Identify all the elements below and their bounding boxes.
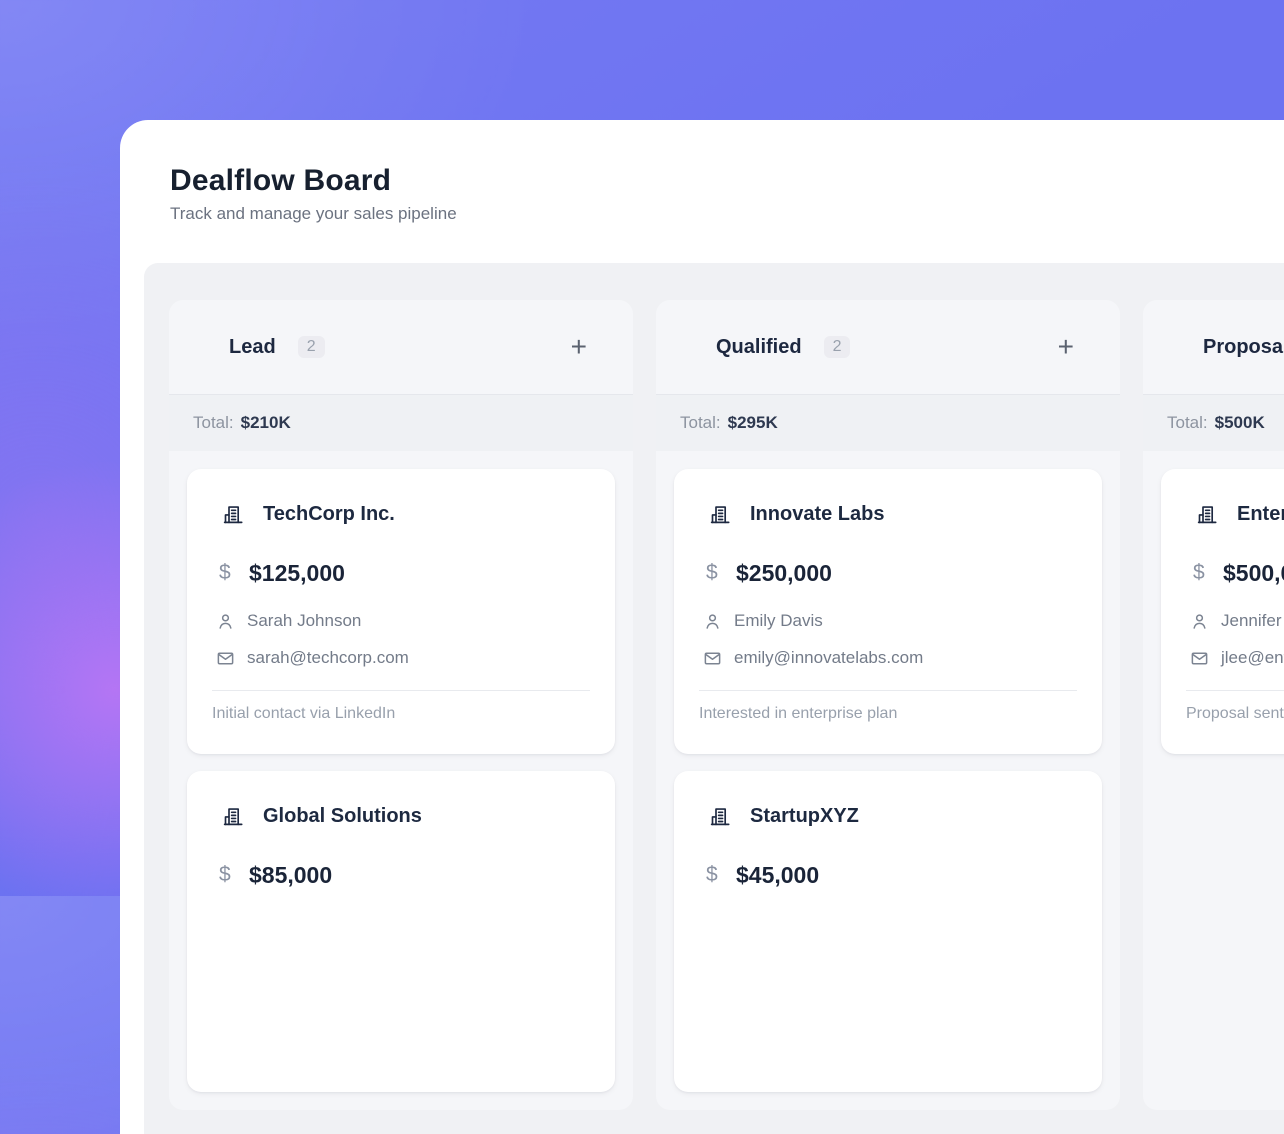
deal-card-enterprise[interactable]: Enterprise Corp $ $500,000 Jennifer Lee …	[1161, 469, 1284, 754]
value-row: $ $250,000	[706, 556, 1077, 590]
board-column-qualified: Qualified 2 + Total: $295K Innovate Labs…	[656, 300, 1120, 1110]
value-row: $ $500,000	[1193, 556, 1284, 590]
card-divider	[1186, 690, 1284, 691]
company-name: Innovate Labs	[750, 502, 885, 525]
column-title: Proposal	[1203, 335, 1284, 358]
contact-email: jlee@enterprise.com	[1221, 648, 1284, 667]
building-icon	[222, 805, 243, 828]
plus-icon[interactable]: +	[1057, 331, 1074, 362]
deal-value: $45,000	[736, 861, 820, 888]
contact-email: sarah@techcorp.com	[247, 648, 409, 667]
company-row: Innovate Labs	[709, 496, 1077, 532]
building-icon	[709, 503, 730, 526]
column-total: Total: $210K	[169, 395, 633, 451]
board-column-proposal: Proposal + Total: $500K Enterprise Corp …	[1143, 300, 1284, 1110]
plus-icon[interactable]: +	[570, 331, 587, 362]
dollar-icon: $	[219, 561, 231, 584]
company-row: StartupXYZ	[709, 798, 1077, 834]
email-row: jlee@enterprise.com	[1190, 644, 1284, 672]
email-row: sarah@techcorp.com	[216, 644, 590, 672]
contact-row: Jennifer Lee	[1190, 607, 1284, 635]
company-row: TechCorp Inc.	[222, 496, 590, 532]
page-subtitle: Track and manage your sales pipeline	[170, 204, 457, 223]
value-row: $ $125,000	[219, 556, 590, 590]
total-value: $210K	[240, 413, 291, 432]
total-label: Total:	[680, 413, 721, 432]
company-row: Global Solutions	[222, 798, 590, 834]
deal-value: $250,000	[736, 559, 832, 586]
column-count-badge: 2	[823, 336, 851, 358]
card-divider	[699, 690, 1077, 691]
person-icon	[1193, 613, 1206, 629]
card-divider	[212, 690, 590, 691]
deal-value: $500,000	[1223, 559, 1284, 586]
value-row: $ $85,000	[219, 858, 590, 892]
mail-icon	[217, 651, 234, 665]
deal-card-techcorp[interactable]: TechCorp Inc. $ $125,000 Sarah Johnson s…	[187, 469, 615, 754]
card-list: TechCorp Inc. $ $125,000 Sarah Johnson s…	[169, 451, 633, 1110]
total-value: $500K	[1214, 413, 1265, 432]
mail-icon	[1191, 651, 1208, 665]
contact-name: Sarah Johnson	[247, 611, 362, 630]
dollar-icon: $	[219, 863, 231, 886]
total-label: Total:	[1167, 413, 1208, 432]
dollar-icon: $	[706, 863, 718, 886]
contact-row: Emily Davis	[703, 607, 1077, 635]
contact-row: Sarah Johnson	[216, 607, 590, 635]
total-label: Total:	[193, 413, 234, 432]
column-count-badge: 2	[297, 336, 325, 358]
building-icon	[709, 805, 730, 828]
app-header: Dealflow Board Track and manage your sal…	[120, 120, 1284, 263]
dollar-icon: $	[1193, 561, 1205, 584]
deal-card-startupxyz[interactable]: StartupXYZ $ $45,000	[674, 771, 1102, 1092]
company-name: Enterprise Corp	[1237, 502, 1284, 525]
contact-email: emily@innovatelabs.com	[734, 648, 924, 667]
column-header: Lead 2 +	[169, 300, 633, 394]
email-row: emily@innovatelabs.com	[703, 644, 1077, 672]
person-icon	[219, 613, 232, 629]
card-list: Enterprise Corp $ $500,000 Jennifer Lee …	[1143, 451, 1284, 772]
contact-name: Jennifer Lee	[1221, 611, 1284, 630]
column-title: Qualified	[716, 335, 802, 358]
card-note: Initial contact via LinkedIn	[212, 705, 396, 722]
total-value: $295K	[727, 413, 778, 432]
deal-value: $125,000	[249, 559, 345, 586]
column-total: Total: $295K	[656, 395, 1120, 451]
card-list: Innovate Labs $ $250,000 Emily Davis emi…	[656, 451, 1120, 1110]
dollar-icon: $	[706, 561, 718, 584]
contact-name: Emily Davis	[734, 611, 823, 630]
page-title: Dealflow Board	[170, 164, 392, 197]
company-name: TechCorp Inc.	[263, 502, 395, 525]
column-total: Total: $500K	[1143, 395, 1284, 451]
company-row: Enterprise Corp	[1196, 496, 1284, 532]
column-divider	[1143, 394, 1284, 395]
deal-card-innovate-labs[interactable]: Innovate Labs $ $250,000 Emily Davis emi…	[674, 469, 1102, 754]
person-icon	[706, 613, 719, 629]
column-header: Qualified 2 +	[656, 300, 1120, 394]
column-header: Proposal +	[1143, 300, 1284, 394]
board-column-lead: Lead 2 + Total: $210K TechCorp Inc. $ $1…	[169, 300, 633, 1110]
deal-card-global-solutions[interactable]: Global Solutions $ $85,000	[187, 771, 615, 1092]
deal-value: $85,000	[249, 861, 333, 888]
app-card: Dealflow Board Track and manage your sal…	[120, 120, 1284, 1134]
mail-icon	[704, 651, 721, 665]
company-name: StartupXYZ	[750, 804, 859, 827]
card-note: Proposal sent, awaiting review	[1186, 705, 1284, 722]
column-divider	[169, 394, 633, 395]
card-note: Interested in enterprise plan	[699, 705, 898, 722]
column-divider	[656, 394, 1120, 395]
company-name: Global Solutions	[263, 804, 422, 827]
value-row: $ $45,000	[706, 858, 1077, 892]
column-title: Lead	[229, 335, 276, 358]
building-icon	[1196, 503, 1217, 526]
building-icon	[222, 503, 243, 526]
board-panel: Lead 2 + Total: $210K TechCorp Inc. $ $1…	[144, 263, 1284, 1134]
